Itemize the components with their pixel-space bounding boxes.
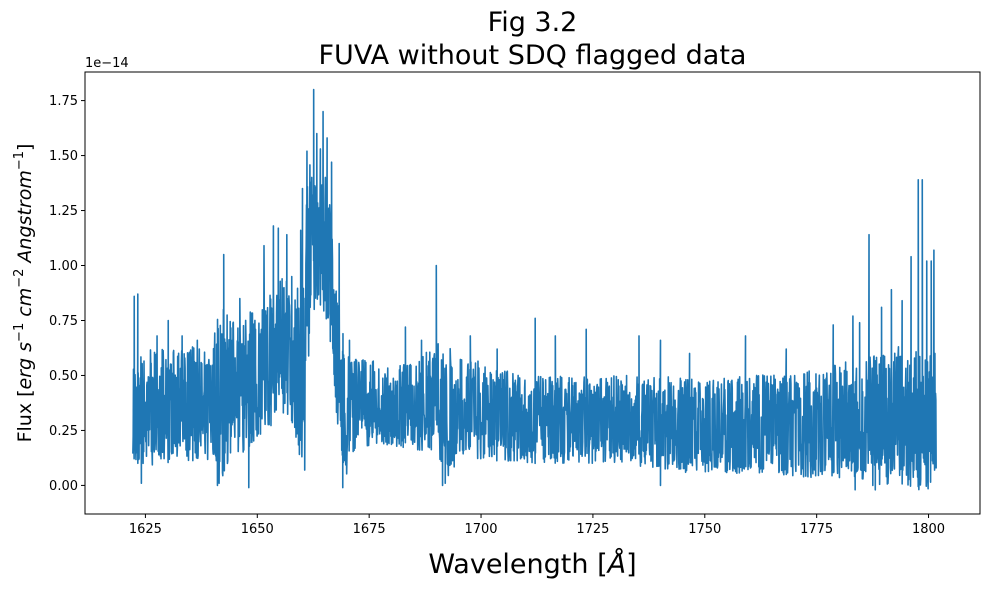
y-tick-label: 0.50 — [49, 369, 78, 384]
x-tick-label: 1675 — [353, 522, 386, 537]
y-axis-label-prefix: Flux [ — [14, 389, 36, 442]
plot-area — [84, 71, 981, 515]
y-axis-label-unit: cm — [14, 288, 36, 323]
x-tick-label: 1725 — [576, 522, 609, 537]
x-tick-label: 1700 — [464, 522, 497, 537]
y-tick-label: 1.00 — [49, 259, 78, 274]
y-tick-label: 1.25 — [49, 204, 78, 219]
y-tick-label: 0.25 — [49, 424, 78, 439]
plot-frame — [84, 71, 981, 515]
y-offset-label: 1e−14 — [85, 56, 129, 71]
y-axis-label-exponent: −1 — [12, 151, 27, 170]
y-tick-label: 1.50 — [49, 149, 78, 164]
y-axis-label: Flux [erg s−1​ cm−2​ Angstrom−1​] — [12, 144, 36, 443]
y-axis-label-unit: erg — [14, 358, 36, 390]
x-tick-label: 1625 — [129, 522, 162, 537]
x-tick-label: 1800 — [912, 522, 945, 537]
y-tick-label: 0.00 — [49, 479, 78, 494]
x-tick-label: 1750 — [688, 522, 721, 537]
y-axis-label-unit: Angstrom — [14, 170, 36, 268]
x-axis-ticks: 1625 1650 1675 1700 1725 1750 1775 1800 — [129, 514, 945, 537]
x-tick-label: 1650 — [241, 522, 274, 537]
y-tick-label: 0.75 — [49, 314, 78, 329]
x-axis-label-prefix: Wavelength [ — [428, 549, 607, 580]
chart-title-line-1: Fig 3.2 — [488, 7, 578, 38]
y-tick-label: 1.75 — [49, 94, 78, 109]
y-axis-label-suffix: ] — [14, 144, 36, 151]
y-axis-label-exponent: −2 — [12, 269, 27, 288]
x-axis-label: Wavelength [Å] — [428, 548, 636, 580]
y-axis-ticks: 0.00 0.25 0.50 0.75 1.00 1.25 1.50 1.75 — [49, 94, 85, 494]
y-axis-label-unit: s — [14, 342, 36, 358]
x-axis-label-unit: Å — [606, 548, 626, 580]
chart-title-line-2: FUVA without SDQ flagged data — [319, 40, 747, 71]
series-line-flux — [132, 88, 937, 491]
y-axis-label-exponent: −1 — [12, 323, 27, 342]
x-axis-label-suffix: ] — [626, 549, 637, 580]
x-tick-label: 1775 — [800, 522, 833, 537]
